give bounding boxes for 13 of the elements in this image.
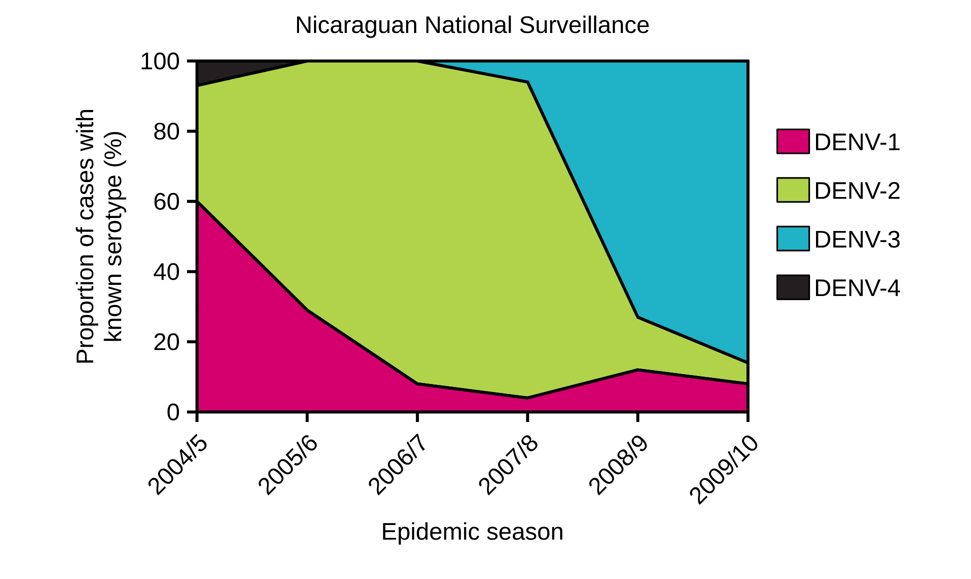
legend-label: DENV-3	[816, 230, 900, 248]
legend-label: DENV-1	[816, 134, 900, 150]
y-tick-label: 0	[168, 404, 180, 420]
chart-title: Nicaraguan National Surveillance	[297, 16, 649, 38]
x-axis-title: Epidemic season	[383, 522, 562, 545]
y-tick-label: 100	[142, 52, 180, 70]
y-axis-title: Proportion of cases with known serotype (%)	[76, 110, 126, 363]
legend-label: DENV-2	[816, 182, 900, 199]
y-tick-label: 20	[154, 333, 180, 350]
y-tick-label: 80	[154, 122, 180, 140]
legend-label: DENV-4	[816, 280, 900, 296]
y-tick-label: 40	[154, 263, 180, 280]
y-tick-label: 60	[154, 192, 180, 210]
